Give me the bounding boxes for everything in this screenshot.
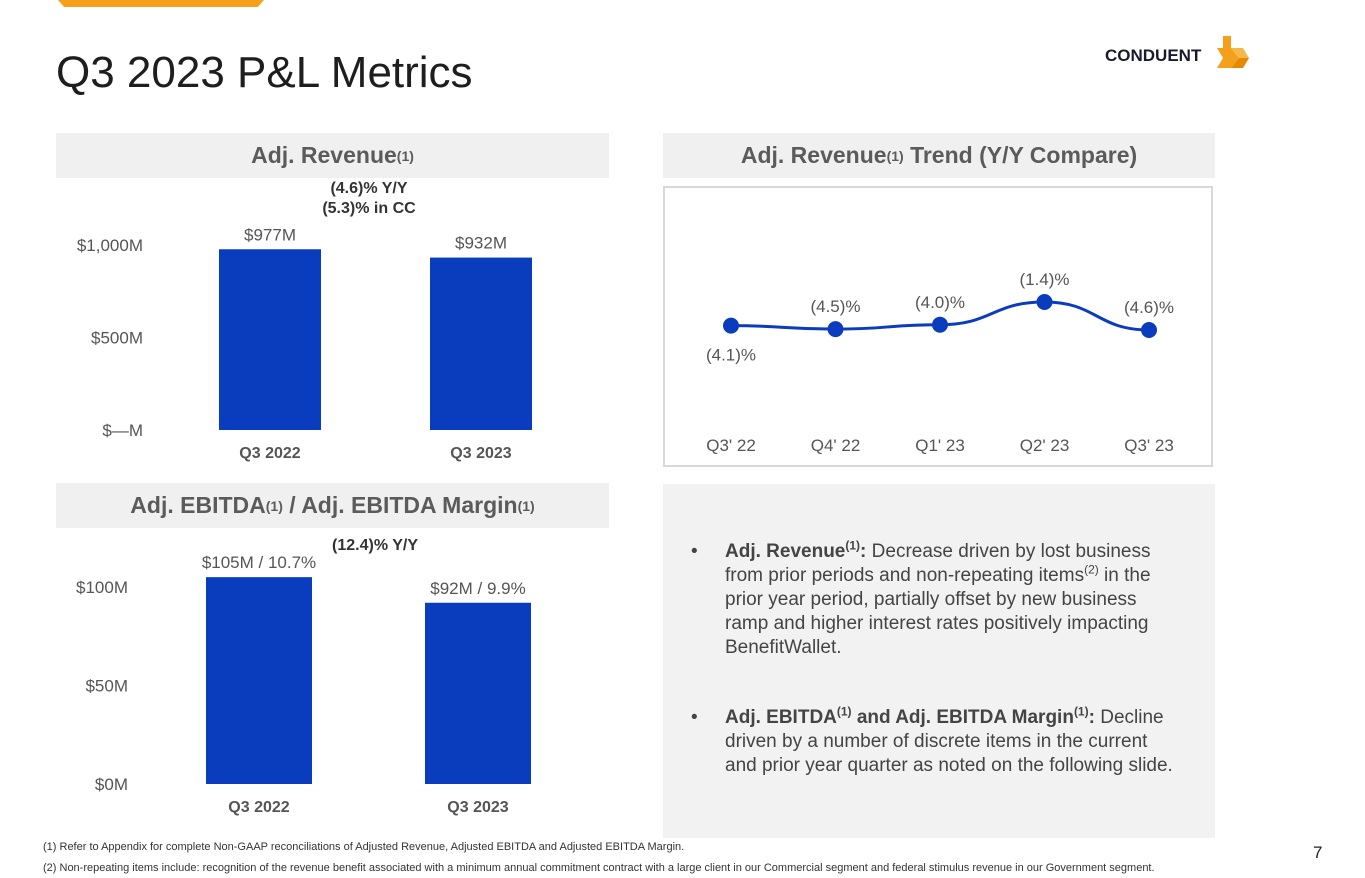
trend-panel-header: Adj. Revenue (1) Trend (Y/Y Compare)	[663, 133, 1215, 178]
ebitda-annotation: (12.4)% Y/Y	[332, 537, 418, 554]
bullet-revenue-text-a: Decrease driven by lost business from pr…	[725, 541, 1151, 586]
page-title: Q3 2023 P&L Metrics	[56, 48, 473, 97]
bullet-revenue-sup: (1)	[845, 538, 861, 553]
ebitda-data-label: $105M / 10.7%	[202, 553, 316, 572]
ebitda-ytick-label: $50M	[85, 677, 128, 696]
ebitda-data-label: $92M / 9.9%	[430, 579, 525, 598]
ebitda-ytick-label: $0M	[95, 775, 128, 794]
revenue-bar	[219, 249, 321, 430]
ebitda-panel-title-a: Adj. EBITDA	[130, 492, 266, 518]
ebitda-panel-sup-b: (1)	[517, 497, 535, 514]
revenue-panel-header: Adj. Revenue (1)	[56, 133, 609, 178]
trend-category-label: Q2' 23	[1020, 436, 1070, 455]
revenue-ytick-label: $500M	[91, 329, 143, 348]
revenue-annotation: (5.3)% in CC	[322, 200, 416, 217]
conduent-logo-icon	[1217, 36, 1249, 68]
revenue-bar-chart: $—M $500M $1,000M $977M Q3 2022 $932M Q3 2023 (…	[77, 180, 532, 462]
ebitda-bar	[425, 602, 531, 784]
bullet-revenue-colon: :	[860, 541, 867, 562]
trend-point	[932, 316, 948, 333]
trend-category-label: Q1' 23	[915, 436, 965, 455]
trend-chart-frame: (4.1)% Q3' 22 (4.5)% Q4' 22 (4.0)% Q1' 23 (1.4…	[663, 186, 1213, 467]
revenue-ytick-label: $1,000M	[77, 236, 143, 255]
revenue-data-label: $977M	[244, 225, 296, 244]
revenue-panel-sup: (1)	[396, 147, 414, 164]
trend-point	[1036, 294, 1053, 310]
commentary-panel: • Adj. Revenue(1): Decrease driven by lo…	[663, 484, 1215, 838]
trend-panel-sup: (1)	[886, 147, 904, 164]
accent-bar	[58, 0, 264, 7]
revenue-category-label: Q3 2022	[239, 445, 300, 462]
trend-panel-title: Adj. Revenue	[740, 142, 887, 168]
ebitda-category-label: Q3 2023	[447, 799, 508, 816]
conduent-logo: CONDUENT	[1105, 34, 1255, 78]
revenue-bar	[430, 257, 532, 430]
trend-data-label: (4.0)%	[915, 293, 965, 312]
trend-point	[1141, 322, 1157, 338]
ebitda-bar-chart: $0M $50M $100M $105M / 10.7% Q3 2022 $92M / 9…	[76, 537, 531, 816]
ebitda-panel-title-b: / Adj. EBITDA Margin	[282, 492, 518, 518]
trend-data-label: (1.4)%	[1019, 270, 1069, 289]
bullet-ebitda-text-a: Decline driven by a number of discrete i…	[725, 707, 1173, 776]
ebitda-panel-sup-a: (1)	[265, 497, 283, 514]
revenue-trend-line-chart: (4.1)% Q3' 22 (4.5)% Q4' 22 (4.0)% Q1' 23 (1.4…	[706, 270, 1174, 455]
footnote-1: (1) Refer to Appendix for complete Non-G…	[43, 841, 685, 853]
ebitda-category-label: Q3 2022	[228, 799, 289, 816]
trend-category-label: Q3' 23	[1124, 436, 1174, 455]
trend-data-label: (4.6)%	[1124, 298, 1174, 317]
trend-point	[827, 321, 844, 338]
revenue-panel-title: Adj. Revenue	[251, 142, 397, 168]
bullet-revenue-bold: Adj. Revenue	[725, 541, 846, 562]
footnote-2: (2) Non-repeating items include: recogni…	[43, 862, 1155, 874]
trend-point	[723, 317, 739, 334]
bullet-revenue-sup2: (2)	[1084, 562, 1099, 577]
bullet-ebitda-bold2: and Adj. EBITDA Margin	[851, 707, 1074, 728]
page-number: 7	[1313, 843, 1323, 862]
trend-data-label: (4.5)%	[810, 297, 860, 316]
bullet-revenue-text-b: in the prior year period, partially offs…	[725, 565, 1151, 658]
revenue-ytick-label: $—M	[102, 421, 143, 440]
trend-data-label: (4.1)%	[706, 346, 756, 365]
bullet-ebitda-colon: :	[1088, 707, 1095, 728]
ebitda-ytick-label: $100M	[76, 578, 128, 597]
bullet-dot: •	[691, 707, 698, 728]
ebitda-bar	[206, 577, 312, 784]
bullet-dot: •	[691, 541, 698, 562]
bullet-ebitda-sup: (1)	[836, 704, 852, 719]
bullet-ebitda-sup3: (1)	[1073, 704, 1089, 719]
logo-text: CONDUENT	[1105, 46, 1202, 65]
revenue-annotation: (4.6)% Y/Y	[330, 180, 407, 197]
trend-category-label: Q3' 22	[706, 436, 756, 455]
revenue-category-label: Q3 2023	[450, 445, 511, 462]
bullet-ebitda-bold: Adj. EBITDA	[725, 707, 837, 728]
ebitda-panel-header: Adj. EBITDA (1) / Adj. EBITDA Margin (1)	[56, 483, 609, 528]
revenue-data-label: $932M	[455, 234, 507, 253]
trend-category-label: Q4' 22	[811, 436, 861, 455]
trend-panel-title-suffix: Trend (Y/Y Compare)	[903, 142, 1138, 168]
